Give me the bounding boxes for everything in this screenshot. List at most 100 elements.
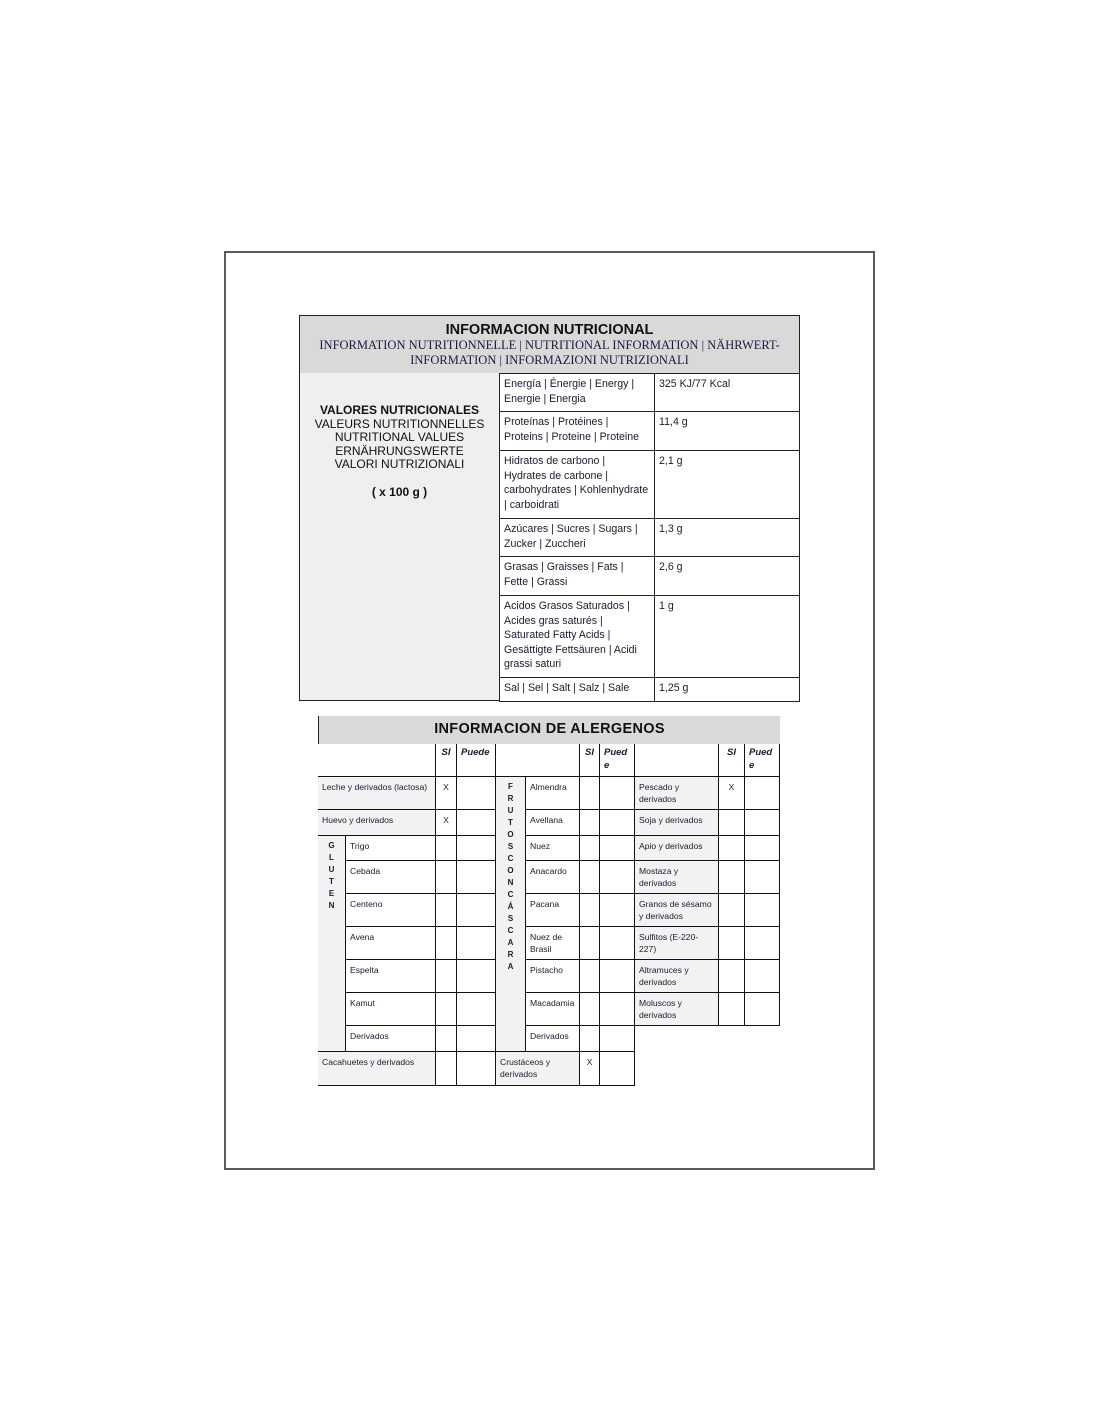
group-label-letter: C bbox=[507, 890, 514, 899]
header-si: SI bbox=[436, 744, 457, 777]
puede-cell bbox=[745, 894, 780, 927]
nut-item: Derivados bbox=[526, 1026, 580, 1052]
si-cell bbox=[580, 960, 600, 993]
allergen-item: Granos de sésamo y derivados bbox=[635, 894, 719, 927]
si-cell bbox=[580, 894, 600, 927]
group-label-letter: Á bbox=[507, 902, 514, 911]
puede-cell bbox=[457, 810, 496, 836]
puede-cell bbox=[600, 836, 635, 861]
group-label-letter: R bbox=[507, 950, 514, 959]
puede-cell bbox=[600, 1052, 635, 1086]
values-label-it: VALORI NUTRIZIONALI bbox=[334, 457, 465, 472]
puede-cell bbox=[600, 960, 635, 993]
si-cell bbox=[436, 1026, 457, 1052]
nutrient-value: 11,4 g bbox=[654, 411, 800, 451]
header-si: SI bbox=[580, 744, 600, 777]
puede-cell bbox=[457, 894, 496, 927]
si-cell bbox=[719, 836, 745, 861]
si-cell bbox=[719, 993, 745, 1026]
header-puede: Puede bbox=[457, 744, 496, 777]
si-cell bbox=[719, 810, 745, 836]
puede-cell bbox=[745, 927, 780, 960]
allergen-item: Apio y derivados bbox=[635, 836, 719, 861]
si-cell: X bbox=[719, 777, 745, 810]
si-cell bbox=[580, 927, 600, 960]
group-label-letter: O bbox=[507, 866, 514, 875]
group-label-letter: S bbox=[507, 914, 514, 923]
si-cell bbox=[436, 960, 457, 993]
si-cell bbox=[719, 960, 745, 993]
si-cell bbox=[580, 861, 600, 894]
nut-item: Macadamia bbox=[526, 993, 580, 1026]
si-cell bbox=[580, 777, 600, 810]
allergen-item: Soja y derivados bbox=[635, 810, 719, 836]
nutrition-values-label: VALORES NUTRICIONALES VALEURS NUTRITIONN… bbox=[299, 373, 499, 701]
values-label-fr: VALEURS NUTRITIONNELLES bbox=[314, 416, 485, 431]
group-label-letter: G bbox=[328, 841, 335, 850]
puede-cell bbox=[457, 836, 496, 861]
puede-cell bbox=[745, 836, 780, 861]
group-label-letter: T bbox=[329, 877, 334, 886]
puede-cell bbox=[600, 993, 635, 1026]
nutrient-value: 1,3 g bbox=[654, 518, 800, 557]
puede-cell bbox=[600, 810, 635, 836]
nutrient-value: 325 KJ/77 Kcal bbox=[654, 373, 800, 412]
values-label-en: NUTRITIONAL VALUES bbox=[334, 430, 465, 445]
nut-item: Pacana bbox=[526, 894, 580, 927]
allergens-title: INFORMACION DE ALERGENOS bbox=[318, 716, 780, 744]
group-label-letter: U bbox=[328, 865, 335, 874]
puede-cell bbox=[745, 993, 780, 1026]
allergen-item: Moluscos y derivados bbox=[635, 993, 719, 1026]
nutrient-label: Sal | Sel | Salt | Salz | Sale bbox=[499, 677, 655, 702]
group-label-letter: T bbox=[508, 818, 513, 827]
nut-item: Nuez de Brasil bbox=[526, 927, 580, 960]
gluten-item: Derivados bbox=[346, 1026, 436, 1052]
puede-cell bbox=[745, 777, 780, 810]
header-puede: Pued e bbox=[600, 744, 635, 777]
puede-cell bbox=[457, 1052, 496, 1086]
si-cell bbox=[436, 927, 457, 960]
nutrient-label: Grasas | Graisses | Fats | Fette | Grass… bbox=[499, 556, 655, 596]
allergen-item: Mostaza y derivados bbox=[635, 861, 719, 894]
si-cell: X bbox=[436, 810, 457, 836]
nutrient-label: Proteínas | Protéines | Proteins | Prote… bbox=[499, 411, 655, 451]
gluten-item: Espelta bbox=[346, 960, 436, 993]
group-label-letter: F bbox=[508, 782, 513, 791]
puede-cell bbox=[600, 1026, 635, 1052]
group-label-letter: S bbox=[507, 842, 514, 851]
puede-cell bbox=[457, 777, 496, 810]
group-label-letter: N bbox=[507, 878, 514, 887]
si-cell bbox=[719, 894, 745, 927]
nutrition-subtitle: INFORMATION NUTRITIONNELLE | NUTRITIONAL… bbox=[319, 338, 780, 367]
gluten-item: Kamut bbox=[346, 993, 436, 1026]
gluten-item: Trigo bbox=[346, 836, 436, 861]
si-cell: X bbox=[580, 1052, 600, 1086]
nut-item: Anacardo bbox=[526, 861, 580, 894]
allergen-item: Sulfitos (E-220-227) bbox=[635, 927, 719, 960]
header-puede: Pued e bbox=[745, 744, 780, 777]
nutrient-value: 1,25 g bbox=[654, 677, 800, 702]
puede-cell bbox=[457, 960, 496, 993]
nutrition-header: INFORMACION NUTRICIONAL INFORMATION NUTR… bbox=[299, 315, 800, 373]
puede-cell bbox=[600, 894, 635, 927]
si-cell bbox=[719, 861, 745, 894]
puede-cell bbox=[457, 927, 496, 960]
si-cell bbox=[719, 927, 745, 960]
allergen-huevo: Huevo y derivados bbox=[318, 810, 436, 836]
si-cell bbox=[580, 1026, 600, 1052]
group-label-letter: A bbox=[507, 938, 514, 947]
nutrient-value: 2,1 g bbox=[654, 450, 800, 519]
puede-cell bbox=[457, 993, 496, 1026]
puede-cell bbox=[600, 927, 635, 960]
nutrient-label: Acidos Grasos Saturados | Acides gras sa… bbox=[499, 595, 655, 678]
allergen-cacahuetes: Cacahuetes y derivados bbox=[318, 1052, 436, 1086]
per-100g-label: ( x 100 g ) bbox=[371, 484, 428, 499]
gluten-item: Centeno bbox=[346, 894, 436, 927]
values-label-es: VALORES NUTRICIONALES bbox=[319, 403, 480, 417]
group-label-letter: N bbox=[328, 901, 335, 910]
nut-item: Nuez bbox=[526, 836, 580, 861]
group-label-letter: A bbox=[507, 962, 514, 971]
si-cell bbox=[436, 894, 457, 927]
header-blank bbox=[635, 744, 719, 777]
si-cell bbox=[436, 836, 457, 861]
